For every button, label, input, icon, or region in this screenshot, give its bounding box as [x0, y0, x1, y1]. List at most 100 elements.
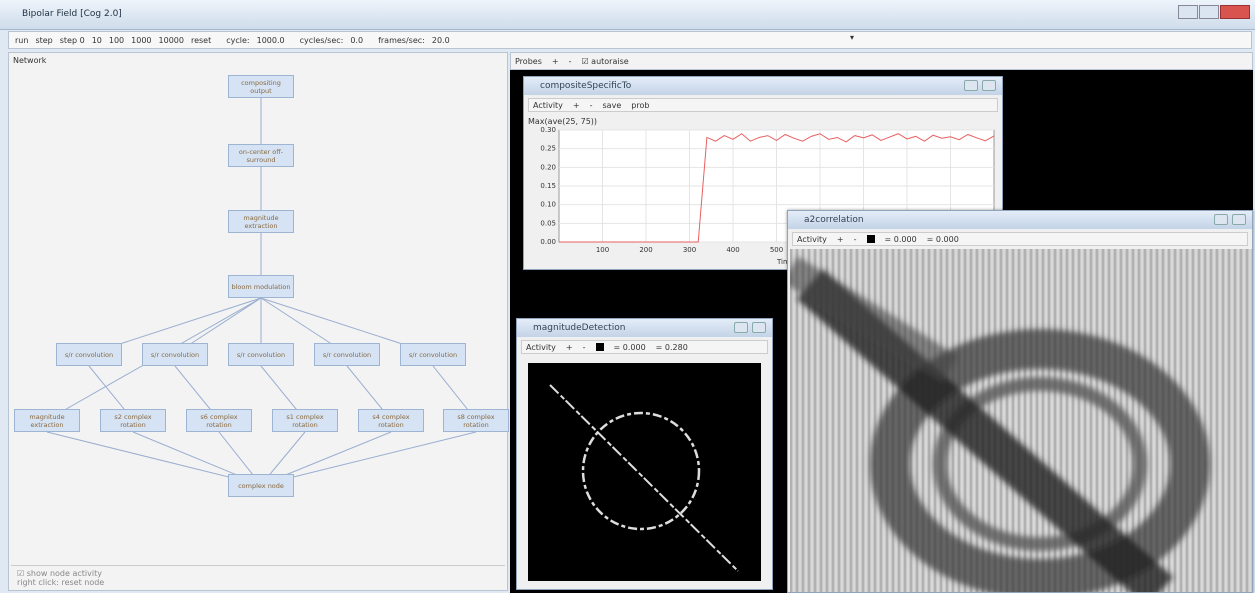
probe-window[interactable]: magnitudeDetection Activity + - = 0.000 = 0.2… [516, 318, 773, 590]
dropdown-arrow[interactable]: ▾ [849, 33, 854, 42]
toolbar-button[interactable]: 10000 [158, 35, 184, 45]
node[interactable]: magnitude extraction [228, 210, 294, 233]
stat-label: cycles/sec: [299, 35, 344, 45]
node[interactable]: s1 complex rotation [272, 409, 338, 432]
y-tick-label: 0.25 [540, 145, 556, 153]
toolbar-button[interactable]: 10 [91, 35, 102, 45]
window-button[interactable] [1232, 214, 1246, 225]
color-swatch [866, 235, 875, 243]
toolbar-button[interactable]: reset [190, 35, 212, 45]
autoraise-label: autoraise [591, 56, 629, 66]
window-button[interactable] [964, 80, 978, 91]
tool-item[interactable]: Activity [797, 234, 827, 244]
node[interactable]: magnitude extraction [14, 409, 80, 432]
node[interactable]: s/r convolution [142, 343, 208, 366]
plot-label: Max(ave(25, 75)) [528, 117, 598, 126]
node[interactable]: s/r convolution [314, 343, 380, 366]
node[interactable]: complex node [228, 474, 294, 497]
footer-text: show node activity [26, 569, 102, 578]
x-tick-label: 300 [683, 246, 696, 254]
node[interactable]: s/r convolution [228, 343, 294, 366]
tool-item[interactable]: = 0.000 [884, 234, 917, 244]
network-panel: Network ☑ show node activity right click… [8, 52, 509, 591]
checkbox[interactable]: ☑ [17, 569, 27, 578]
tool-item[interactable]: = 0.000 [926, 234, 959, 244]
footer: ☑ show node activity right click: reset … [11, 565, 505, 589]
footer-line: right click: reset node [17, 578, 105, 587]
y-tick-label: 0.05 [540, 219, 556, 227]
tool-item[interactable]: save [602, 100, 622, 110]
color-swatch [595, 343, 604, 351]
tool-item[interactable]: prob [631, 100, 650, 110]
toolbar-button[interactable]: 100 [108, 35, 125, 45]
tool-item[interactable]: - [582, 342, 586, 352]
add-button[interactable]: + [551, 56, 559, 66]
node[interactable]: compositing output [228, 75, 294, 98]
activity-image [790, 249, 1252, 592]
node[interactable]: s8 complex rotation [443, 409, 509, 432]
title-bar: Bipolar Field [Cog 2.0] [0, 0, 1255, 30]
stat-label: frames/sec: [378, 35, 425, 45]
probes-header: Probes + - ☑ autoraise [510, 52, 1253, 70]
autoraise-toggle[interactable]: ☑ autoraise [581, 56, 629, 66]
y-tick-label: 0.00 [540, 238, 556, 246]
edge [260, 431, 477, 486]
window-title: Bipolar Field [Cog 2.0] [22, 9, 122, 19]
window-title-bar: compositeSpecificTo [524, 77, 1002, 95]
tool-item[interactable]: + [565, 342, 573, 352]
toolbar-button[interactable]: step [35, 35, 53, 45]
stat-label: cycle: [226, 35, 250, 45]
tool-item[interactable]: Activity [526, 342, 556, 352]
x-tick-label: 100 [596, 246, 609, 254]
node[interactable]: s2 complex rotation [100, 409, 166, 432]
tool-item[interactable]: - [853, 234, 857, 244]
probe-toolbar: Activity + - save prob [528, 98, 998, 112]
edge [46, 431, 262, 486]
tool-item[interactable]: = 0.280 [655, 342, 688, 352]
tool-item[interactable]: - [589, 100, 593, 110]
probe-window[interactable]: compositeSpecificTo Activity + - save prob Max… [523, 76, 1003, 270]
window-title-bar: a2correlation [788, 211, 1252, 229]
tool-item[interactable]: + [836, 234, 844, 244]
window-title-bar: magnitudeDetection [517, 319, 772, 337]
probes-label: Probes [515, 56, 542, 66]
data-line [559, 133, 995, 243]
stat-value: 0.0 [350, 35, 364, 45]
toolbar-button[interactable]: 1000 [131, 35, 152, 45]
minimize-button[interactable] [1178, 5, 1198, 19]
window-button[interactable] [734, 322, 748, 333]
toolbar-button[interactable]: run [15, 35, 29, 45]
activity-image [528, 363, 761, 581]
window-button[interactable] [982, 80, 996, 91]
toolbar-button[interactable]: step 0 [59, 35, 85, 45]
probe-toolbar: Activity + - = 0.000 = 0.280 [521, 340, 768, 354]
x-axis-label: Time [776, 258, 794, 266]
y-tick-label: 0.20 [540, 163, 556, 171]
node[interactable]: s/r convolution [56, 343, 122, 366]
probe-window[interactable]: a2correlation Activity + - = 0.000 = 0.000 [787, 210, 1253, 593]
remove-button[interactable]: - [568, 56, 572, 66]
y-tick-label: 0.15 [540, 182, 556, 190]
y-tick-label: 0.30 [540, 126, 556, 134]
edges [46, 98, 477, 486]
node[interactable]: s6 complex rotation [186, 409, 252, 432]
probe-toolbar: Activity + - = 0.000 = 0.000 [792, 232, 1248, 246]
maximize-button[interactable] [1199, 5, 1219, 19]
tool-item[interactable]: + [572, 100, 580, 110]
toolbar: run step step 0 10 100 1000 10000 reset cycle: 10… [8, 31, 1252, 49]
x-tick-label: 400 [726, 246, 739, 254]
tool-item[interactable]: = 0.000 [613, 342, 646, 352]
y-tick-label: 0.10 [540, 201, 556, 209]
window-button[interactable] [1214, 214, 1228, 225]
footer-line[interactable]: ☑ show node activity [17, 569, 499, 578]
panel-label: Network [13, 56, 47, 65]
window-button[interactable] [752, 322, 766, 333]
node[interactable]: s4 complex rotation [358, 409, 424, 432]
node[interactable]: on-center off-surround [228, 144, 294, 167]
tool-item[interactable]: Activity [533, 100, 563, 110]
node[interactable]: s/r convolution [400, 343, 466, 366]
close-button[interactable] [1220, 5, 1250, 19]
node[interactable]: bloom modulation [228, 275, 294, 298]
stat-value: 20.0 [431, 35, 450, 45]
